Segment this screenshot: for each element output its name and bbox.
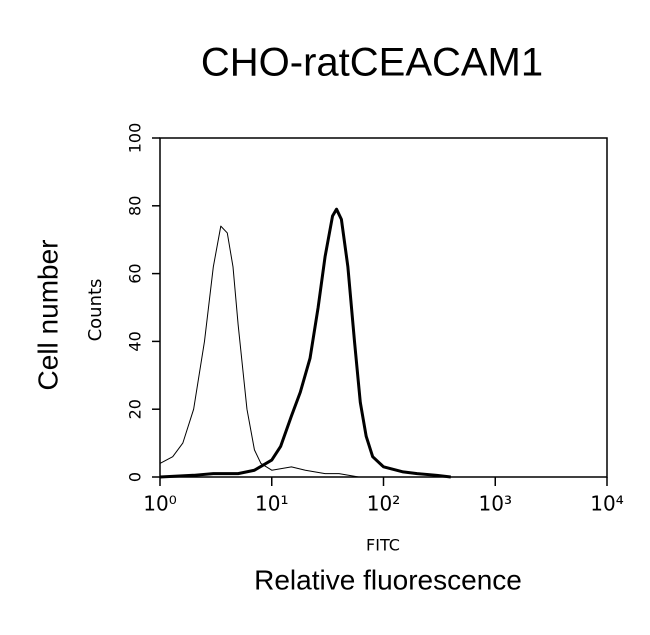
x-tick-label: 10¹	[255, 492, 288, 516]
plot-frame	[159, 137, 608, 478]
x-tick-label: 10⁴	[590, 492, 623, 516]
x-tick-label: 10²	[367, 492, 400, 516]
y-tick-label: 100	[126, 123, 145, 154]
y-axis-label: Counts	[85, 279, 106, 342]
x-tick-label: 10³	[479, 492, 512, 516]
y-tick-label: 0	[126, 472, 145, 482]
histogram-line	[159, 225, 384, 478]
x-axis-label: FITC	[366, 536, 400, 555]
x-tick-label: 10⁰	[143, 492, 176, 516]
y-tick-label: 40	[126, 331, 145, 351]
histogram-line	[159, 207, 451, 479]
y-tick-label: 60	[126, 263, 145, 283]
y-tick-label: 20	[126, 399, 145, 419]
annotation: Cell number	[32, 240, 63, 391]
chart-title: CHO-ratCEACAM1	[201, 41, 543, 85]
y-tick-label: 80	[126, 196, 145, 216]
annotation: Relative fluorescence	[254, 564, 522, 595]
